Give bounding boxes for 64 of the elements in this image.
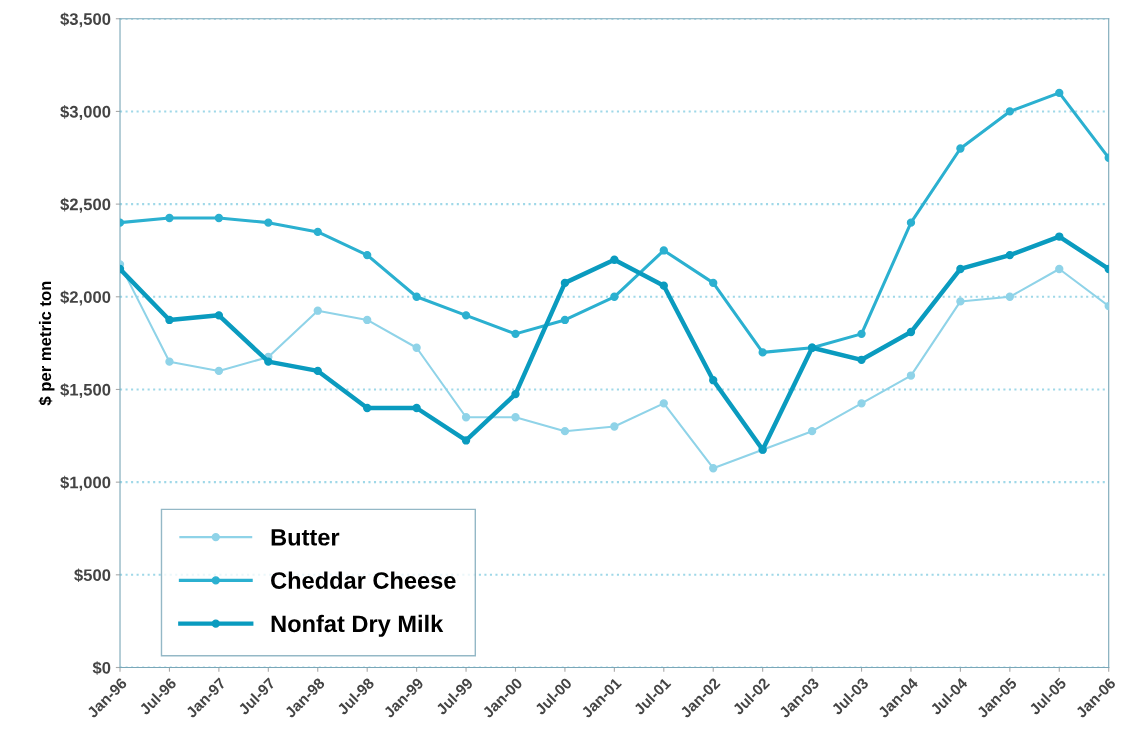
point: [659, 246, 668, 255]
y-tick-label: $1,500: [60, 383, 111, 399]
point: [412, 403, 421, 413]
point: [857, 355, 866, 364]
point: [560, 315, 570, 325]
point: [214, 311, 224, 320]
point: [956, 297, 965, 306]
point: [758, 348, 767, 357]
point: [461, 413, 471, 422]
y-tick-label: $500: [74, 568, 111, 583]
y-tick-label: $2,000: [60, 290, 111, 306]
point: [412, 292, 421, 301]
point: [709, 376, 718, 385]
point: [807, 427, 817, 436]
point: [165, 315, 174, 325]
point: [709, 464, 718, 473]
point: [956, 264, 965, 274]
point: [363, 403, 372, 413]
point: [659, 281, 668, 290]
point: [1055, 232, 1064, 241]
legend-label: Butter: [271, 529, 340, 546]
point: [511, 389, 520, 399]
point: [461, 311, 471, 320]
y-tick-label: $3,000: [60, 105, 111, 121]
point: [857, 329, 866, 339]
point: [165, 357, 174, 366]
point: [313, 366, 322, 376]
point: [709, 278, 718, 288]
point: [1005, 250, 1015, 260]
y-tick-label: $1,000: [60, 475, 111, 491]
point: [906, 371, 916, 380]
point: [1005, 292, 1015, 301]
point: [857, 399, 866, 408]
point: [412, 343, 421, 352]
point: [610, 422, 619, 431]
point: [560, 427, 570, 436]
point: [214, 213, 224, 223]
point: [363, 250, 372, 260]
point: [264, 357, 273, 366]
point: [906, 327, 916, 337]
point: [1055, 88, 1064, 98]
point: [511, 329, 520, 339]
point: [363, 315, 372, 325]
point: [1005, 107, 1015, 116]
point: [264, 218, 273, 227]
y-axis-title: $ per metric ton: [38, 281, 55, 406]
point: [511, 413, 520, 422]
y-tick-label: $0: [92, 661, 111, 675]
y-tick-label: $3,500: [60, 12, 111, 28]
point: [313, 227, 322, 237]
y-tick-label: $2,500: [60, 197, 111, 213]
point: [461, 436, 471, 445]
point: [610, 292, 619, 301]
point: [165, 213, 174, 223]
point: [659, 399, 668, 408]
point: [610, 255, 619, 264]
point: [214, 366, 224, 376]
point: [313, 306, 322, 315]
legend-label: Cheddar Cheese: [271, 571, 456, 589]
point: [560, 278, 570, 288]
point: [906, 218, 916, 227]
point: [1055, 264, 1064, 274]
legend-label: Nonfat Dry Milk: [271, 614, 444, 637]
point: [956, 144, 965, 153]
